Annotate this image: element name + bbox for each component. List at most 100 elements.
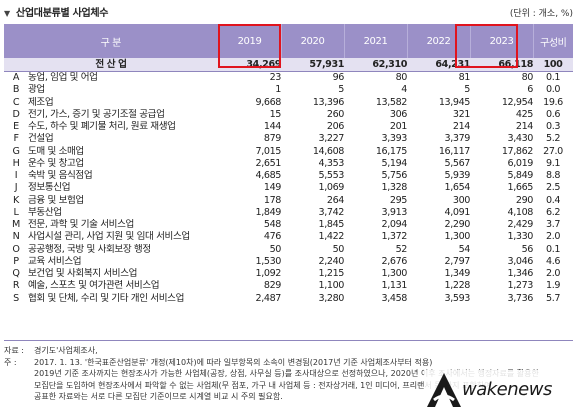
count-2021: 1,328 xyxy=(381,182,408,194)
count-2019: 2,651 xyxy=(255,157,282,169)
table-row: I 숙박 및 음식점업 4,685 5,553 5,756 5,939 5,849 8.8 xyxy=(4,170,573,182)
count-2019: 1 xyxy=(275,84,282,96)
count-2021: 3,458 xyxy=(381,292,408,304)
count-2022: 5,939 xyxy=(444,170,471,181)
count-2020: 4,353 xyxy=(318,157,345,169)
count-2019: 829 xyxy=(263,280,282,292)
share-value: 0.0 xyxy=(545,84,561,96)
header-year-2020: 2020 xyxy=(280,24,345,58)
table-row: F 건설업 879 3,227 3,393 3,379 3,430 5.2 xyxy=(4,133,573,145)
industry-code: S xyxy=(13,292,19,304)
note-label: 주 : xyxy=(4,357,17,367)
count-2020: 1,069 xyxy=(318,182,345,194)
table-row: S 협회 및 단체, 수리 및 기타 개인 서비스업 2,487 3,280 3,458… xyxy=(4,293,573,305)
share-value: 0.3 xyxy=(545,121,561,132)
table-row: A 농업, 임업 및 어업 23 96 80 81 80 0.1 xyxy=(4,72,573,85)
industry-label: 협회 및 단체, 수리 및 기타 개인 서비스업 xyxy=(28,292,185,304)
count-2023: 6 xyxy=(527,84,534,96)
share-value: 0.4 xyxy=(545,194,561,206)
total-value: 66,118 xyxy=(470,58,534,72)
count-2020: 264 xyxy=(326,194,345,206)
table-row: R 예술, 스포츠 및 여가관련 서비스업 829 1,100 1,131 1,228 1,… xyxy=(4,280,573,292)
count-2020: 3,280 xyxy=(318,292,345,304)
count-2019: 548 xyxy=(263,219,282,230)
industry-code: B xyxy=(12,84,20,96)
count-2023: 1,330 xyxy=(507,231,534,243)
table-row: P 교육 서비스업 1,530 2,240 2,676 2,797 3,046 4.6 xyxy=(4,256,573,268)
industry-code: M xyxy=(12,219,20,230)
count-2023: 425 xyxy=(515,108,534,120)
share-value: 8.8 xyxy=(545,170,561,181)
header-share: 구성비 xyxy=(532,24,574,58)
count-2020: 206 xyxy=(326,121,345,132)
share-value: 2.0 xyxy=(545,268,561,279)
count-2023: 6,019 xyxy=(507,157,534,169)
industry-code: L xyxy=(13,206,19,218)
table-title-row: ▼ 산업대분류별 사업체수 (단위 : 개소, %) xyxy=(4,6,573,22)
count-2022: 1,349 xyxy=(444,268,471,279)
count-2021: 13,582 xyxy=(375,96,408,108)
industry-label: 예술, 스포츠 및 여가관련 서비스업 xyxy=(28,280,160,292)
watermark-text: wakenews xyxy=(462,379,552,400)
header-category: 구 분 xyxy=(4,24,219,58)
industry-label: 정보통신업 xyxy=(28,182,71,194)
count-2021: 80 xyxy=(395,72,408,83)
count-2022: 3,593 xyxy=(444,292,471,304)
share-value: 3.7 xyxy=(545,219,561,230)
industry-code: J xyxy=(14,182,18,194)
watermark: wakenews xyxy=(424,370,574,410)
industry-code: I xyxy=(14,170,18,181)
count-2020: 13,396 xyxy=(312,96,345,108)
industry-label: 숙박 및 음식점업 xyxy=(28,170,93,181)
count-2023: 3,430 xyxy=(507,133,534,145)
count-2020: 1,215 xyxy=(318,268,345,279)
count-2019: 149 xyxy=(263,182,282,194)
count-2023: 290 xyxy=(515,194,534,206)
industry-label: 운수 및 창고업 xyxy=(28,157,84,169)
count-2021: 3,393 xyxy=(381,133,408,145)
share-value: 5.7 xyxy=(545,292,561,304)
industry-label: 보건업 및 사회복지 서비스업 xyxy=(28,268,138,279)
count-2023: 3,046 xyxy=(507,255,534,267)
source-label: 자료 : xyxy=(4,346,24,355)
industry-label: 공공행정, 국방 및 사회보장 행정 xyxy=(28,243,151,255)
industry-code: D xyxy=(12,108,20,120)
footnotes: 자료 : 경기도'사업체조사, 주 : 2017. 1. 13. '한국표준산업분류… xyxy=(4,345,573,403)
note-line-4: 공표한 자료와는 서로 다른 모집단 기준이므로 시계열 비교 시 주의 필요함… xyxy=(34,392,283,401)
table-row: K 금융 및 보험업 178 264 295 300 290 0.4 xyxy=(4,195,573,207)
share-value: 27.0 xyxy=(543,145,563,157)
industry-code: K xyxy=(13,194,19,206)
industry-code: G xyxy=(12,145,20,157)
count-2023: 214 xyxy=(515,121,534,132)
note-line-3: 모집단을 도입하여 현장조사에서 파악할 수 없는 사업체(무 점포, 가구 내… xyxy=(34,380,492,390)
count-2019: 2,487 xyxy=(255,292,282,304)
count-2019: 1,530 xyxy=(255,255,282,267)
table-row: D 전기, 가스, 증기 및 공기조절 공급업 15 260 306 321 425 0.6 xyxy=(4,109,573,121)
header-year-2023: 2023 xyxy=(469,24,534,58)
table-header-row: 구 분 2019 2020 2021 2022 2023 구성비 xyxy=(4,24,574,58)
table-row: M 전문, 과학 및 기술 서비스업 548 1,845 2,094 2,290 2,429… xyxy=(4,219,573,231)
count-2022: 1,300 xyxy=(444,231,471,243)
count-2020: 1,845 xyxy=(318,219,345,230)
industry-code: N xyxy=(12,231,20,243)
count-2020: 260 xyxy=(326,108,345,120)
count-2021: 295 xyxy=(389,194,408,206)
share-value: 9.1 xyxy=(545,157,561,169)
count-2022: 1,654 xyxy=(444,182,471,194)
table-row: L 부동산업 1,849 3,742 3,913 4,091 4,108 6.2 xyxy=(4,207,573,219)
count-2019: 15 xyxy=(269,108,282,120)
count-2021: 2,094 xyxy=(381,219,408,230)
count-2019: 178 xyxy=(263,194,282,206)
industry-code: Q xyxy=(12,268,20,279)
industry-code: E xyxy=(13,121,19,132)
count-2023: 12,954 xyxy=(501,96,534,108)
share-value: 2.5 xyxy=(545,182,561,194)
count-2020: 1,422 xyxy=(318,231,345,243)
table-row: H 운수 및 창고업 2,651 4,353 5,194 5,567 6,019 9.1 xyxy=(4,158,573,170)
count-2021: 201 xyxy=(389,121,408,132)
industry-label: 사업시설 관리, 사업 지원 및 임대 서비스업 xyxy=(28,231,190,243)
count-2019: 9,668 xyxy=(255,96,282,108)
count-2023: 80 xyxy=(521,72,534,83)
industry-code: H xyxy=(12,157,20,169)
count-2020: 50 xyxy=(332,243,345,255)
